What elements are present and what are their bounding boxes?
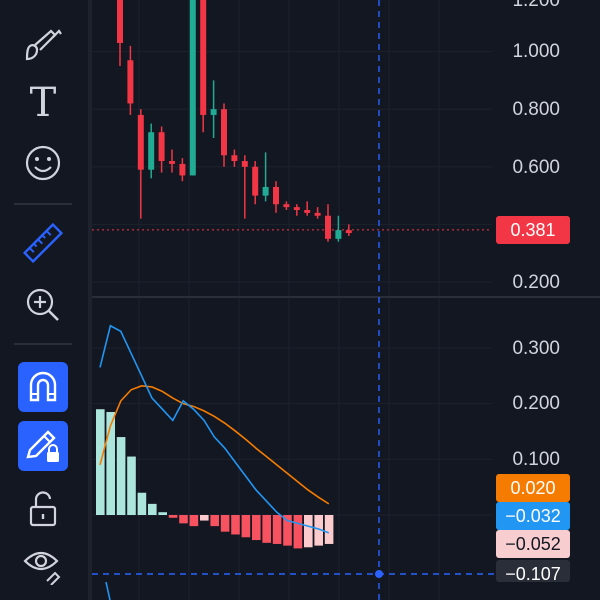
candle-body: [137, 114, 144, 170]
candle-body: [117, 0, 123, 43]
candle-body: [314, 212, 321, 216]
price-axis-label: 1.200: [512, 0, 560, 11]
candle-body: [241, 161, 248, 167]
candle-body: [273, 186, 279, 205]
candle-body: [221, 109, 227, 156]
crosshair-point: [375, 570, 383, 578]
candle-body: [335, 230, 342, 239]
unlock-all[interactable]: [18, 484, 68, 534]
toolbar-border: [88, 0, 92, 600]
candle-body: [252, 166, 259, 196]
candle-body: [304, 210, 311, 213]
measure-tool[interactable]: [18, 218, 68, 268]
candle-body: [169, 161, 175, 164]
brush-tool[interactable]: [18, 20, 68, 70]
histogram-bar: [137, 492, 147, 515]
signal-line: [99, 385, 330, 505]
eye-icon: [23, 551, 61, 585]
histogram-bar: [283, 515, 292, 546]
candle-body: [127, 60, 134, 104]
price-axis-label: 1.000: [512, 41, 560, 62]
candle-body: [179, 163, 186, 176]
crosshair-value-tag: −0.107: [496, 560, 570, 584]
current-price-tag: 0.381: [496, 216, 570, 244]
macd-axis-label: 0.100: [512, 449, 560, 470]
signal-value-tag: 0.020: [496, 474, 570, 502]
histogram-bar: [304, 515, 313, 548]
candle-body: [283, 204, 290, 208]
histogram-bar: [252, 515, 261, 541]
drawing-toolbar: T: [0, 0, 88, 600]
chart-canvas[interactable]: [92, 0, 600, 600]
histogram-bar: [241, 515, 251, 538]
emoji-icon: [25, 145, 61, 181]
macd-axis-label: 0.200: [512, 393, 560, 414]
candle-body: [345, 230, 352, 234]
zoom-in-icon: [26, 288, 59, 321]
histogram-bar: [127, 456, 136, 515]
histogram-bar: [200, 515, 209, 521]
histogram-bar: [262, 515, 271, 543]
candle-body: [325, 215, 331, 239]
histogram-bar: [189, 515, 199, 527]
chart-area[interactable]: 1.200 1.000 0.800 0.600 0.200 0.381 0.30…: [92, 0, 600, 600]
emoji-tool[interactable]: [18, 138, 68, 188]
histogram-value-tag: −0.052: [496, 530, 570, 558]
histogram-bar: [314, 515, 323, 546]
histogram-bar: [220, 515, 230, 532]
histogram-bar: [272, 515, 282, 544]
price-axis-label: 0.600: [512, 157, 560, 178]
toolbar-separator: [14, 203, 72, 205]
macd-value-tag: −0.032: [496, 502, 570, 530]
macd-axis-label: 0.300: [512, 338, 560, 359]
pencil-lock-icon: [26, 430, 59, 462]
candle-body: [231, 155, 238, 162]
histogram-bar: [168, 515, 178, 518]
hide-drawings[interactable]: [18, 540, 68, 590]
zoom-tool[interactable]: [18, 280, 68, 330]
candle-body: [148, 132, 155, 170]
candle-body: [262, 186, 269, 196]
text-tool[interactable]: T: [18, 78, 68, 128]
histogram-bar: [324, 515, 334, 544]
candle-body: [200, 0, 207, 115]
histogram-bar: [106, 412, 115, 515]
histogram-bar: [116, 437, 126, 515]
histogram-bar: [293, 515, 303, 549]
text-icon: T: [29, 80, 57, 126]
histogram-bar: [179, 515, 188, 524]
price-axis-label: 0.800: [512, 99, 560, 120]
histogram-bar: [210, 515, 219, 527]
candle-body: [210, 109, 217, 115]
candle-body: [189, 0, 196, 176]
histogram-bar: [158, 512, 167, 515]
lower-pane-line: [105, 581, 111, 600]
candle-body: [293, 207, 300, 210]
ruler-icon: [22, 222, 64, 264]
price-axis-label: 0.200: [512, 272, 560, 293]
brush-icon: [25, 29, 62, 61]
magnet-mode[interactable]: [18, 362, 68, 412]
unlock-icon: [29, 491, 57, 527]
histogram-bar: [148, 503, 157, 515]
histogram-bar: [231, 515, 240, 535]
macd-line: [99, 324, 330, 534]
toolbar-separator: [14, 343, 72, 345]
lock-drawings[interactable]: [18, 421, 68, 471]
magnet-icon: [29, 371, 57, 402]
candle-body: [158, 132, 165, 162]
